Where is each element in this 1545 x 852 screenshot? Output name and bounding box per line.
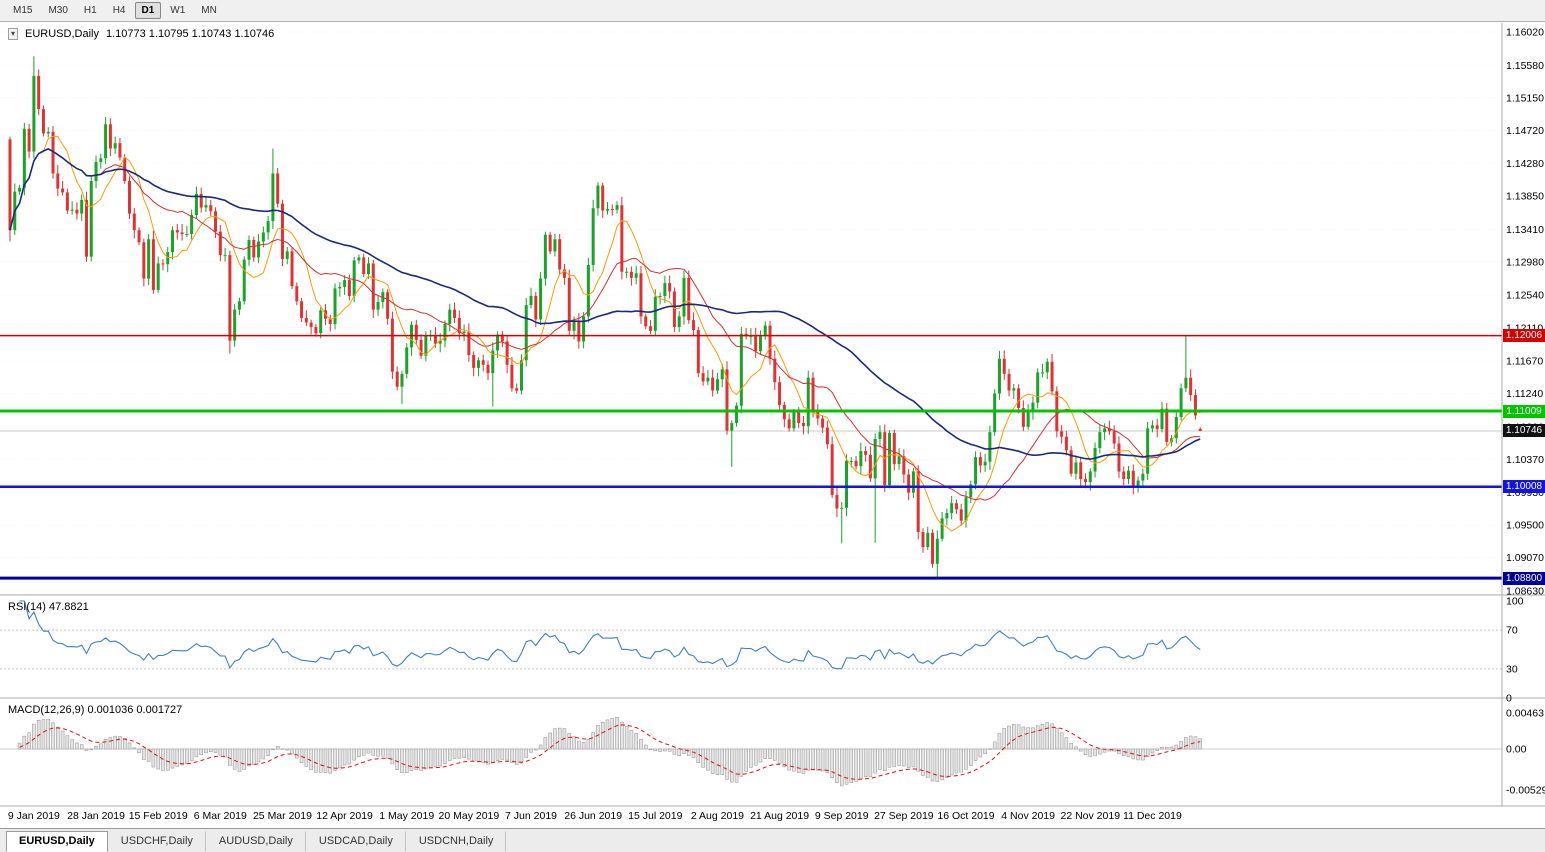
timeframe-button-w1[interactable]: W1 (170, 5, 186, 16)
candlesticks (8, 56, 1202, 579)
date-axis-tick: 15 Feb 2019 (129, 810, 188, 822)
date-axis-tick: 7 Jun 2019 (505, 810, 557, 822)
timeframe-button-mn[interactable]: MN (201, 5, 217, 16)
date-axis-tick: 28 Jan 2019 (67, 810, 125, 822)
price-axis-tick: 1.11670 (1506, 356, 1543, 368)
chart-tab-usdchf-daily[interactable]: USDCHF,Daily (108, 831, 206, 852)
horizontal-level-lines (0, 334, 1502, 580)
chart-tab-usdcad-daily[interactable]: USDCAD,Daily (306, 831, 406, 852)
price-axis-tick: 1.09500 (1506, 520, 1544, 532)
hline-price-badge: 1.12006 (1503, 329, 1545, 343)
price-axis-tick: 1.12980 (1506, 256, 1544, 268)
price-axis-tick: 1.09070 (1506, 552, 1544, 564)
chart-symbol-header: ▾ EURUSD,Daily 1.10773 1.10795 1.10743 1… (8, 28, 274, 40)
date-axis-tick: 4 Nov 2019 (1001, 810, 1055, 822)
timeframe-button-h1[interactable]: H1 (83, 5, 97, 16)
price-axis-tick: 1.15150 (1506, 92, 1544, 104)
symbol-name: EURUSD,Daily (25, 28, 99, 40)
rsi-axis-tick: 100 (1506, 596, 1524, 608)
date-axis-tick: 20 May 2019 (439, 810, 500, 822)
hline-price-badge: 1.11009 (1503, 404, 1545, 418)
rsi-axis-tick: 30 (1506, 663, 1518, 675)
date-axis-tick: 1 May 2019 (379, 810, 434, 822)
grid-lines (0, 31, 1502, 592)
timeframe-button-m15[interactable]: M15 (13, 5, 33, 16)
chart-tab-audusd-daily[interactable]: AUDUSD,Daily (206, 831, 306, 852)
rsi-axis-tick: 70 (1506, 625, 1518, 637)
rsi-plot (0, 600, 1502, 670)
date-axis-tick: 9 Jan 2019 (8, 810, 60, 822)
macd-indicator-label: MACD(12,26,9) 0.001036 0.001727 (8, 704, 183, 716)
date-axis-tick: 6 Mar 2019 (194, 810, 247, 822)
hline-price-badge: 1.08800 (1503, 571, 1545, 585)
hline-price-badge: 1.10008 (1503, 480, 1545, 494)
macd-plot (0, 716, 1502, 787)
date-axis-tick: 15 Jul 2019 (628, 810, 682, 822)
axes: 1.16020 1.15580 1.15150 1.14720 1.14280 1.138… (0, 23, 1545, 822)
moving-average-lines (9, 135, 1201, 532)
price-axis-tick: 1.14280 (1506, 158, 1544, 170)
chart-tab-usdcnh-daily[interactable]: USDCNH,Daily (406, 831, 507, 852)
price-axis-tick: 1.15580 (1506, 60, 1544, 72)
price-axis-tick: 1.13850 (1506, 191, 1544, 203)
chart-tab-bar: EURUSD,Daily USDCHF,Daily AUDUSD,Daily USDC… (0, 828, 1545, 852)
timeframe-button-h4[interactable]: H4 (112, 5, 126, 16)
chart-tab-eurusd-daily[interactable]: EURUSD,Daily (6, 831, 108, 852)
date-axis-tick: 16 Oct 2019 (937, 810, 994, 822)
price-axis-tick: 1.11240 (1506, 388, 1543, 400)
date-axis-tick: 2 Aug 2019 (691, 810, 744, 822)
chart-region: 1.16020 1.15580 1.15150 1.14720 1.14280 1.138… (0, 23, 1545, 828)
ohlc-readout: 1.10773 1.10795 1.10743 1.10746 (105, 28, 275, 40)
price-axis-tick: 1.10370 (1506, 454, 1544, 466)
timeframe-toolbar: M15 M30 H1 H4 D1 W1 MN (0, 0, 1545, 22)
date-axis-tick: 25 Mar 2019 (253, 810, 312, 822)
price-axis-tick: 1.12540 (1506, 290, 1544, 302)
price-axis-tick: 1.14720 (1506, 125, 1544, 137)
date-axis-tick: 26 Jun 2019 (564, 810, 622, 822)
symbol-dropdown-icon[interactable]: ▾ (8, 28, 19, 40)
macd-axis-tick: 0.00 (1506, 744, 1527, 756)
timeframe-button-m30[interactable]: M30 (48, 5, 68, 16)
rsi-indicator-label: RSI(14) 47.8821 (8, 601, 89, 613)
price-axis-tick: 1.16020 (1506, 27, 1544, 39)
macd-axis-tick: 0.00463 (1506, 708, 1544, 720)
date-axis-tick: 27 Sep 2019 (874, 810, 934, 822)
date-axis-tick: 22 Nov 2019 (1061, 810, 1121, 822)
timeframe-button-d1[interactable]: D1 (134, 2, 162, 19)
date-axis-tick: 11 Dec 2019 (1123, 810, 1182, 822)
price-chart-canvas[interactable]: 1.16020 1.15580 1.15150 1.14720 1.14280 1.138… (0, 23, 1545, 828)
date-axis-tick: 12 Apr 2019 (316, 810, 373, 822)
rsi-axis-tick: 0 (1506, 693, 1512, 705)
date-axis-tick: 21 Aug 2019 (750, 810, 809, 822)
price-axis-tick: 1.13410 (1506, 224, 1544, 236)
macd-axis-tick: -0.00529 (1506, 785, 1545, 797)
date-axis-tick: 9 Sep 2019 (815, 810, 869, 822)
current-price-badge: 1.10746 (1503, 424, 1545, 438)
price-axis-tick: 1.08630 (1506, 586, 1544, 598)
